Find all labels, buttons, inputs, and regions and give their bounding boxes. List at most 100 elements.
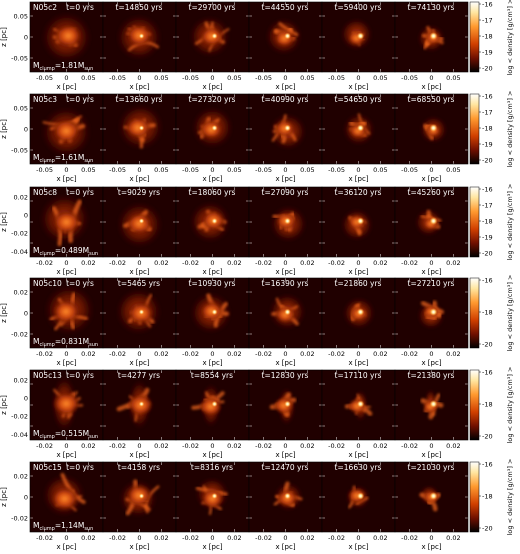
colorbar-tick-label: -20	[482, 250, 493, 258]
density-panel: t=12830 yrs -0.02 0 0.02 x [pc]	[248, 369, 323, 459]
panel-ticks	[395, 370, 468, 440]
panel-ticks	[30, 462, 103, 532]
density-panel: t=18060 yrs -0.02 0 0.02 x [pc]	[175, 186, 250, 276]
x-tick-label: 0.05	[446, 166, 460, 174]
x-tick-label: -0.02	[401, 534, 418, 542]
x-tick-label: 0.02	[154, 534, 168, 542]
x-axis-label: x [pc]	[348, 175, 368, 183]
figure-row: t=0 yrs -0.02 0 0.02 x [pc] t=9029 yrs -0.02 0 0…	[0, 184, 514, 276]
protostar-core	[211, 492, 218, 500]
panel-ticks	[176, 187, 249, 257]
time-label: t=10930 yrs	[189, 279, 236, 288]
panel-frame	[394, 461, 469, 533]
x-axis-label: x [pc]	[348, 268, 368, 276]
panel-ticks	[30, 278, 103, 348]
dense-clump	[126, 212, 153, 235]
colorbar-label: log < density [g/cm³] >	[506, 184, 514, 261]
panel-frame	[394, 1, 469, 73]
x-tick-label: 0.02	[300, 259, 314, 267]
z-tick-label: -0.02	[11, 515, 28, 523]
run-id-label: N05c13	[33, 371, 62, 380]
x-axis-label: x [pc]	[129, 543, 149, 551]
protostar-core	[429, 217, 438, 225]
x-tick-label: 0	[429, 442, 433, 450]
x-tick-label: 0	[137, 442, 141, 450]
x-tick-label: 0	[356, 442, 360, 450]
density-panel: t=21860 yrs -0.02 0 0.02 x [pc]	[321, 277, 396, 367]
panel-ticks	[176, 462, 249, 532]
protostar-core	[356, 400, 365, 408]
x-tick-label: 0	[210, 534, 214, 542]
x-tick-label: -0.02	[36, 442, 53, 450]
x-tick-label: 0	[210, 259, 214, 267]
colorbar: -16 -17 -18 -19 -20 log < density [g/cm³] >	[469, 184, 514, 261]
z-axis-label: z [pc]	[0, 212, 8, 232]
z-tick-label: 0.05	[14, 105, 28, 113]
panel-ticks	[30, 2, 103, 72]
panel-ticks	[249, 94, 322, 164]
x-tick-label: 0	[137, 74, 141, 82]
x-tick-label: 0	[64, 74, 68, 82]
x-tick-label: 0.05	[81, 166, 95, 174]
panel-ticks	[322, 370, 395, 440]
x-tick-label: -0.05	[182, 74, 199, 82]
x-tick-label: 0.05	[373, 74, 387, 82]
x-tick-label: 0	[356, 350, 360, 358]
panel-ticks	[395, 278, 468, 348]
x-tick-label: -0.02	[328, 534, 345, 542]
panel-ticks	[249, 370, 322, 440]
time-label: t=59400 yrs	[335, 3, 382, 12]
time-label: t=5465 yrs	[118, 279, 160, 288]
x-tick-label: 0.05	[154, 74, 168, 82]
time-label: t=40990 yrs	[262, 95, 309, 104]
x-axis-label: x [pc]	[129, 451, 149, 459]
protostar-core	[284, 308, 291, 316]
dense-clump	[274, 29, 295, 48]
x-axis-label: x [pc]	[56, 543, 76, 551]
colorbar-tick-label: -20	[482, 525, 493, 533]
dense-clump	[54, 23, 83, 48]
colorbar-tick-label: -17	[482, 109, 493, 117]
x-tick-label: -0.02	[401, 442, 418, 450]
density-panel: t=16630 yrs -0.02 0 0.02 x [pc]	[321, 461, 396, 551]
protostar-core	[356, 492, 365, 500]
time-label: t=45260 yrs	[408, 188, 455, 197]
density-panel: t=0 yrs -0.05 0 0.05 x [pc]	[29, 93, 104, 183]
figure-row: t=0 yrs -0.02 0 0.02 x [pc] t=5465 yrs -0.02 0 0…	[0, 275, 514, 367]
panel-ticks	[322, 462, 395, 532]
panel-ticks	[249, 462, 322, 532]
protostar-core	[429, 124, 438, 132]
x-tick-label: 0.02	[373, 259, 387, 267]
panel-ticks	[322, 278, 395, 348]
x-tick-label: -0.05	[109, 74, 126, 82]
panel-ticks	[176, 2, 249, 72]
x-tick-label: -0.05	[255, 166, 272, 174]
x-tick-label: 0.02	[81, 534, 95, 542]
density-panel: t=59400 yrs -0.05 0 0.05 x [pc]	[321, 1, 396, 91]
z-axis-label: z [pc]	[0, 119, 8, 139]
colorbar-tick-label: -20	[482, 65, 493, 73]
density-panel: t=10930 yrs -0.02 0 0.02 x [pc]	[175, 277, 250, 367]
x-tick-label: 0	[356, 166, 360, 174]
figure-row: t=0 yrs -0.05 0 0.05 x [pc] t=14850 yrs -0.05 0…	[0, 0, 514, 91]
protostar-core	[284, 124, 291, 132]
z-tick-label: 0	[24, 34, 28, 42]
x-tick-label: 0	[283, 442, 287, 450]
protostar-core	[211, 32, 218, 40]
density-panel: t=29700 yrs -0.05 0 0.05 x [pc]	[175, 1, 250, 91]
protostar-core	[429, 492, 438, 500]
time-label: t=36120 yrs	[335, 188, 382, 197]
time-label: t=4277 yrs	[118, 371, 160, 380]
dense-clump	[52, 391, 81, 416]
z-tick-label: 0	[24, 395, 28, 403]
x-tick-label: 0	[64, 259, 68, 267]
x-tick-label: 0.05	[446, 74, 460, 82]
density-panel: t=44550 yrs -0.05 0 0.05 x [pc]	[248, 1, 323, 91]
panel-ticks	[395, 462, 468, 532]
protostar-core	[429, 32, 438, 40]
x-axis-label: x [pc]	[421, 268, 441, 276]
time-label: t=27210 yrs	[408, 279, 455, 288]
density-panel: t=14850 yrs -0.05 0 0.05 x [pc]	[102, 1, 177, 91]
x-tick-label: 0	[210, 442, 214, 450]
time-label: t=0 yrs	[66, 3, 94, 12]
